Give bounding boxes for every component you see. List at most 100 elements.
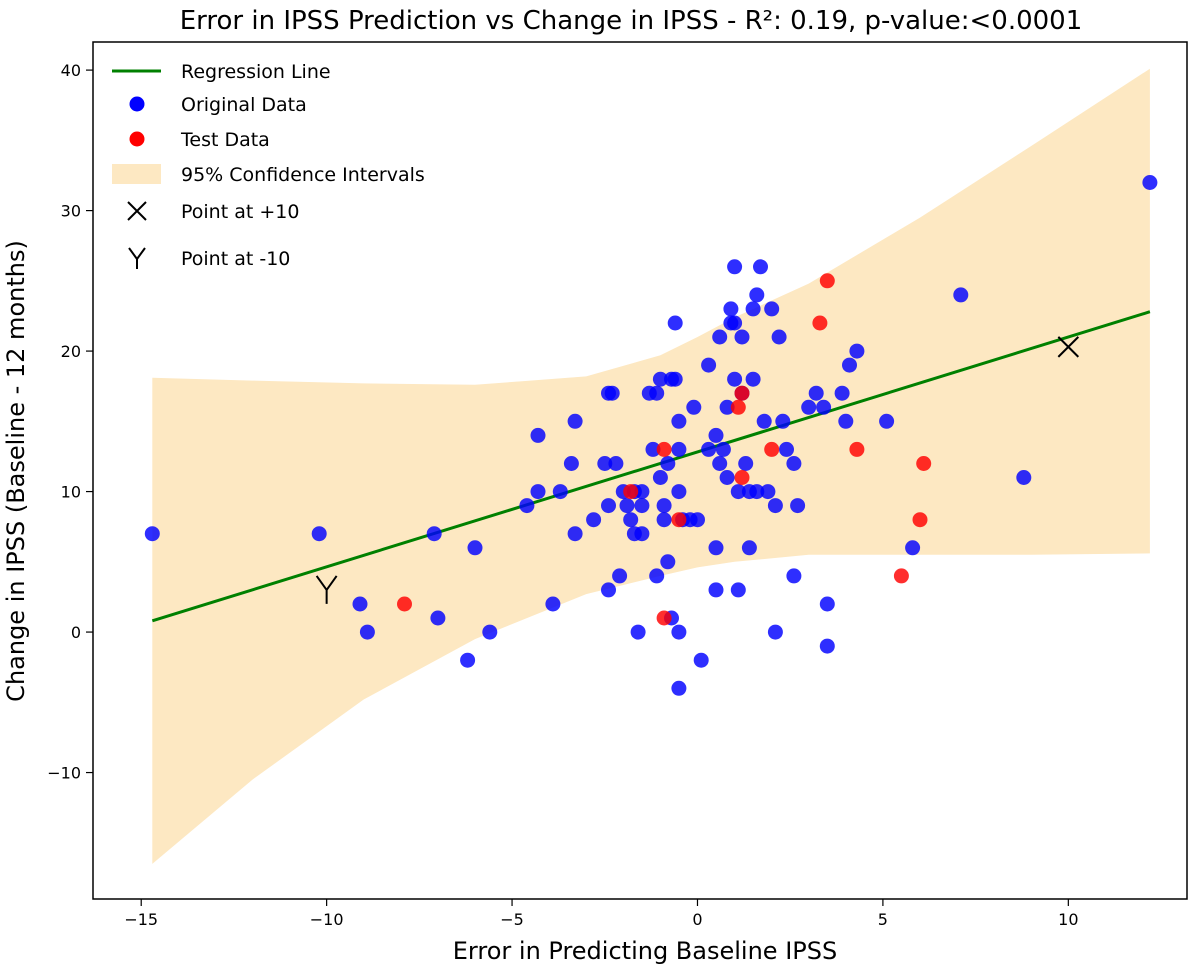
- original-data-point: [708, 540, 724, 556]
- original-data-point: [879, 413, 895, 429]
- regression-line: [151, 310, 1151, 623]
- original-data-point: [630, 624, 646, 640]
- legend-x-marker: [127, 201, 147, 221]
- y-tick-label: 20: [61, 342, 81, 361]
- original-data-point: [816, 399, 832, 415]
- original-data-point: [838, 413, 854, 429]
- original-data-point: [519, 498, 535, 514]
- original-data-point: [730, 582, 746, 598]
- plot-area: [144, 68, 1158, 864]
- y-tick-label: 30: [61, 202, 81, 221]
- original-data-point: [808, 385, 824, 401]
- original-data-point: [144, 526, 160, 542]
- original-data-point: [801, 399, 817, 415]
- legend-label: 95% Confidence Intervals: [181, 164, 425, 186]
- plot-frame: [92, 41, 1188, 900]
- original-data-point: [430, 610, 446, 626]
- original-data-point: [634, 498, 650, 514]
- regression-line-layer: [151, 310, 1151, 623]
- original-data-point: [712, 456, 728, 471]
- special-points-layer: [315, 336, 1080, 604]
- original-data-point: [953, 287, 969, 303]
- original-data-point: [552, 484, 568, 500]
- y-tick-label: 0: [71, 623, 81, 642]
- original-data-point: [779, 441, 794, 457]
- original-data-point: [619, 498, 635, 514]
- test-data-point: [819, 273, 835, 289]
- original-data-point: [601, 498, 616, 514]
- original-data-point: [530, 484, 546, 500]
- y-tick-label: 40: [61, 61, 81, 80]
- legend-label: Original Data: [181, 94, 307, 116]
- original-data-point: [842, 357, 857, 373]
- original-data-point: [693, 652, 709, 668]
- legend-original-data-swatch: [129, 96, 145, 112]
- x-tick-label: 10: [1058, 910, 1078, 929]
- original-data-point: [460, 652, 476, 668]
- original-data-point: [708, 582, 724, 598]
- original-data-point: [597, 456, 613, 471]
- original-data-point: [567, 526, 583, 542]
- original-data-point: [767, 624, 783, 640]
- original-data-point: [734, 329, 750, 345]
- original-data-point: [623, 512, 639, 528]
- x-tick-label: 0: [692, 910, 702, 929]
- original-data-point: [745, 371, 761, 387]
- original-data-point: [634, 526, 650, 542]
- original-data-point: [671, 680, 687, 696]
- original-data-point: [311, 526, 327, 542]
- original-data-point: [749, 484, 765, 500]
- legend-label: Regression Line: [181, 61, 331, 83]
- original-data-point: [652, 371, 668, 387]
- test-data-point: [916, 456, 932, 471]
- y-axis-label: Change in IPSS (Baseline - 12 months): [2, 240, 30, 702]
- y-tick-label: −10: [47, 764, 81, 783]
- original-data-point: [723, 301, 739, 317]
- original-data-point: [786, 568, 802, 584]
- original-data-point: [649, 568, 665, 584]
- legend-confidence-swatch: [112, 164, 161, 184]
- original-data-point: [756, 413, 772, 429]
- original-data-point: [645, 441, 661, 457]
- original-data-point: [715, 441, 731, 457]
- test-data-point: [730, 399, 746, 415]
- original-data-point: [634, 484, 650, 500]
- original-data-point: [701, 441, 717, 457]
- x-tick-label: 5: [878, 910, 888, 929]
- legend: Regression Line Original Data Test Data 95%…: [112, 61, 425, 270]
- original-data-point: [1142, 175, 1158, 190]
- x-tick-label: −10: [310, 910, 344, 929]
- point-minus-10-marker: [315, 575, 338, 604]
- original-data-point: [656, 512, 672, 528]
- original-data-point: [530, 427, 546, 443]
- original-data-point: [567, 413, 583, 429]
- test-data-point: [764, 441, 780, 457]
- legend-y-marker: [128, 247, 146, 269]
- original-data-point: [652, 470, 668, 485]
- original-data-point: [352, 596, 368, 612]
- test-data-point: [623, 484, 639, 500]
- original-data-point: [545, 596, 561, 612]
- original-data-point: [426, 526, 442, 542]
- original-data-point: [604, 385, 620, 401]
- x-axis-ticks: −15 −10 −5 0 5 10: [124, 899, 1079, 929]
- original-data-point: [1016, 470, 1032, 485]
- chart-title: Error in IPSS Prediction vs Change in IP…: [180, 6, 1083, 36]
- test-data-point: [893, 568, 909, 584]
- x-tick-label: −15: [124, 910, 158, 929]
- y-axis-ticks: −10 0 10 20 30 40: [47, 61, 93, 783]
- original-data-point: [712, 329, 728, 345]
- legend-label: Point at -10: [181, 248, 290, 270]
- original-data-point: [701, 357, 717, 373]
- test-data-point: [656, 441, 672, 457]
- original-data-point: [849, 343, 865, 359]
- original-data-point: [667, 371, 683, 387]
- original-data-point: [671, 484, 687, 500]
- original-data-point: [819, 596, 835, 612]
- original-data-point: [727, 259, 743, 275]
- original-data-point: [359, 624, 375, 640]
- original-data-point: [612, 568, 628, 584]
- test-data-point: [671, 512, 687, 528]
- legend-test-data-swatch: [129, 131, 145, 147]
